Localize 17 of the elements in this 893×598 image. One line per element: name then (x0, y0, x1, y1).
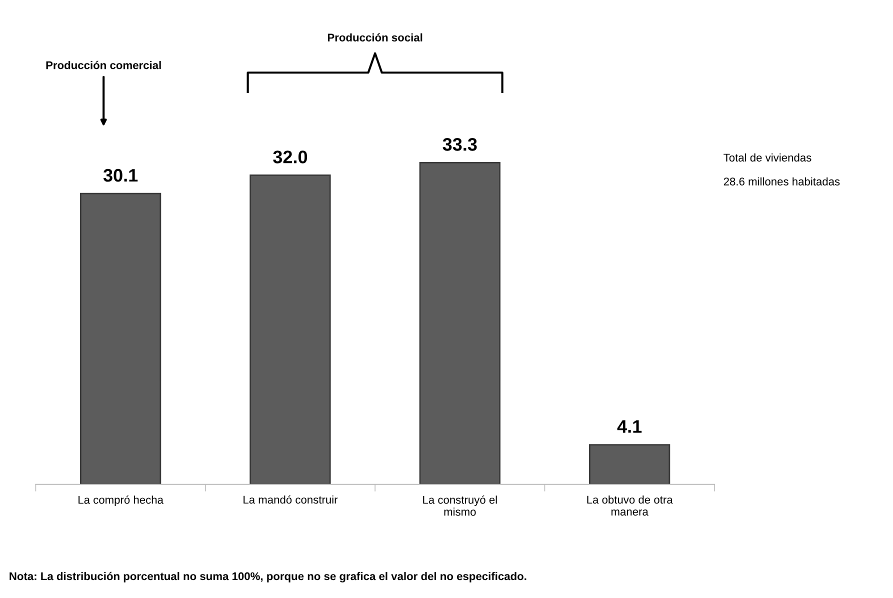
data-label: 30.1 (103, 168, 138, 182)
bar (419, 162, 500, 484)
text: Nota: La distribución porcentual no suma 100%, porque no se grafica el valor del no especificado. (10, 572, 526, 582)
data-label: 33.3 (442, 138, 477, 151)
data-label: 32.0 (273, 150, 308, 164)
text: Producción comercial (46, 60, 161, 70)
text: Total de viviendas (724, 153, 812, 162)
bar (589, 444, 670, 484)
text: Producción social (328, 33, 422, 42)
x-tick-label: La construyó el mismo (423, 495, 497, 516)
data-label: 4.1 (617, 420, 642, 433)
bar (80, 192, 162, 484)
x-tick-label: La obtuvo de otra manera (587, 495, 673, 516)
bar (250, 174, 331, 484)
x-tick-label: La compró hecha (78, 495, 164, 506)
x-tick-label: La mandó construir (244, 495, 338, 504)
text: 28.6 millones habitadas (724, 177, 840, 186)
